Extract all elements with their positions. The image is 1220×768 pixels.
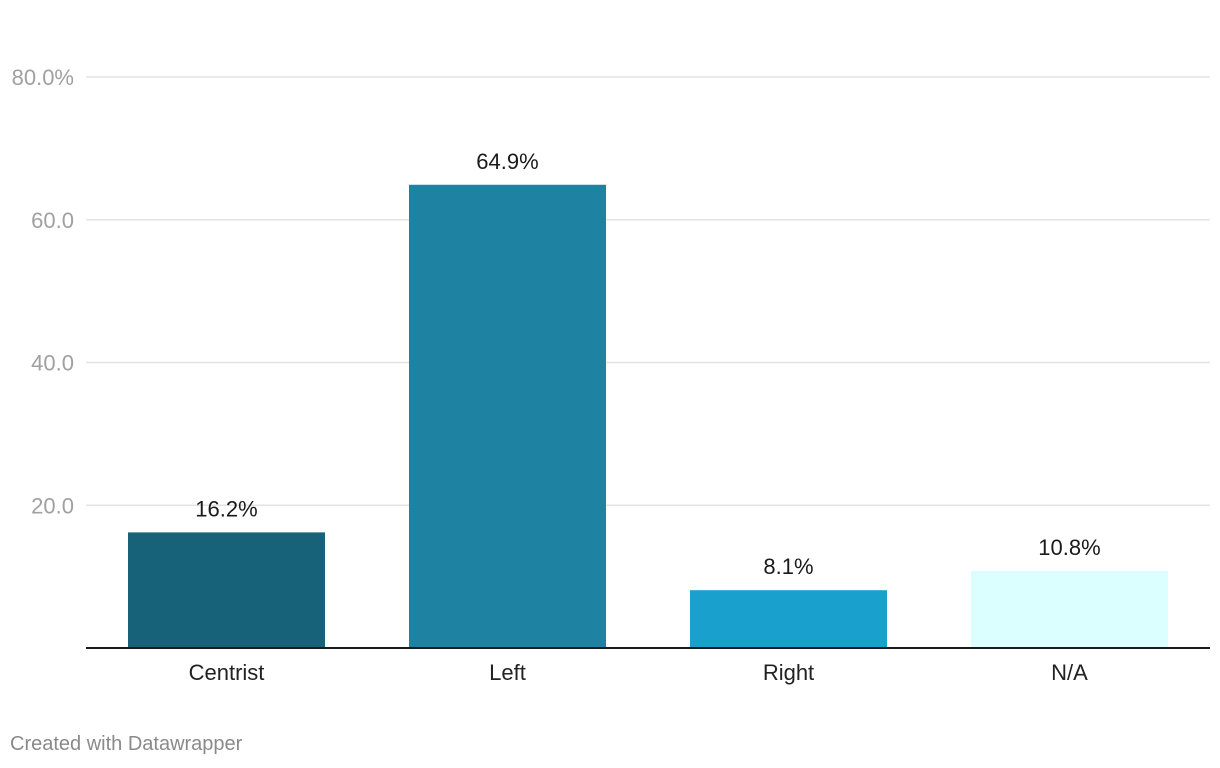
y-axis-ticks: 20.0 40.0 60.0 80.0%: [12, 65, 74, 518]
x-tick-label: Right: [763, 660, 814, 685]
bars: [128, 184, 1168, 648]
bar-centrist: [128, 532, 325, 648]
gridlines: [86, 76, 1210, 506]
bar-value-label: 8.1%: [763, 554, 813, 579]
y-tick-label: 80.0%: [12, 65, 74, 90]
bar-n-a: [971, 570, 1168, 648]
value-labels: 16.2% 64.9% 8.1% 10.8%: [195, 149, 1100, 579]
datawrapper-credit: Created with Datawrapper: [10, 733, 243, 755]
x-tick-label: Centrist: [189, 660, 265, 685]
bar-value-label: 16.2%: [195, 496, 257, 521]
y-tick-label: 40.0: [31, 351, 74, 376]
bar-right: [690, 590, 887, 648]
x-tick-label: N/A: [1051, 660, 1088, 685]
x-axis-labels: Centrist Left Right N/A: [189, 660, 1089, 685]
bar-left: [409, 184, 606, 648]
bar-value-label: 64.9%: [476, 149, 538, 174]
x-tick-label: Left: [489, 660, 526, 685]
y-tick-label: 20.0: [31, 493, 74, 518]
bar-value-label: 10.8%: [1038, 535, 1100, 560]
y-tick-label: 60.0: [31, 208, 74, 233]
